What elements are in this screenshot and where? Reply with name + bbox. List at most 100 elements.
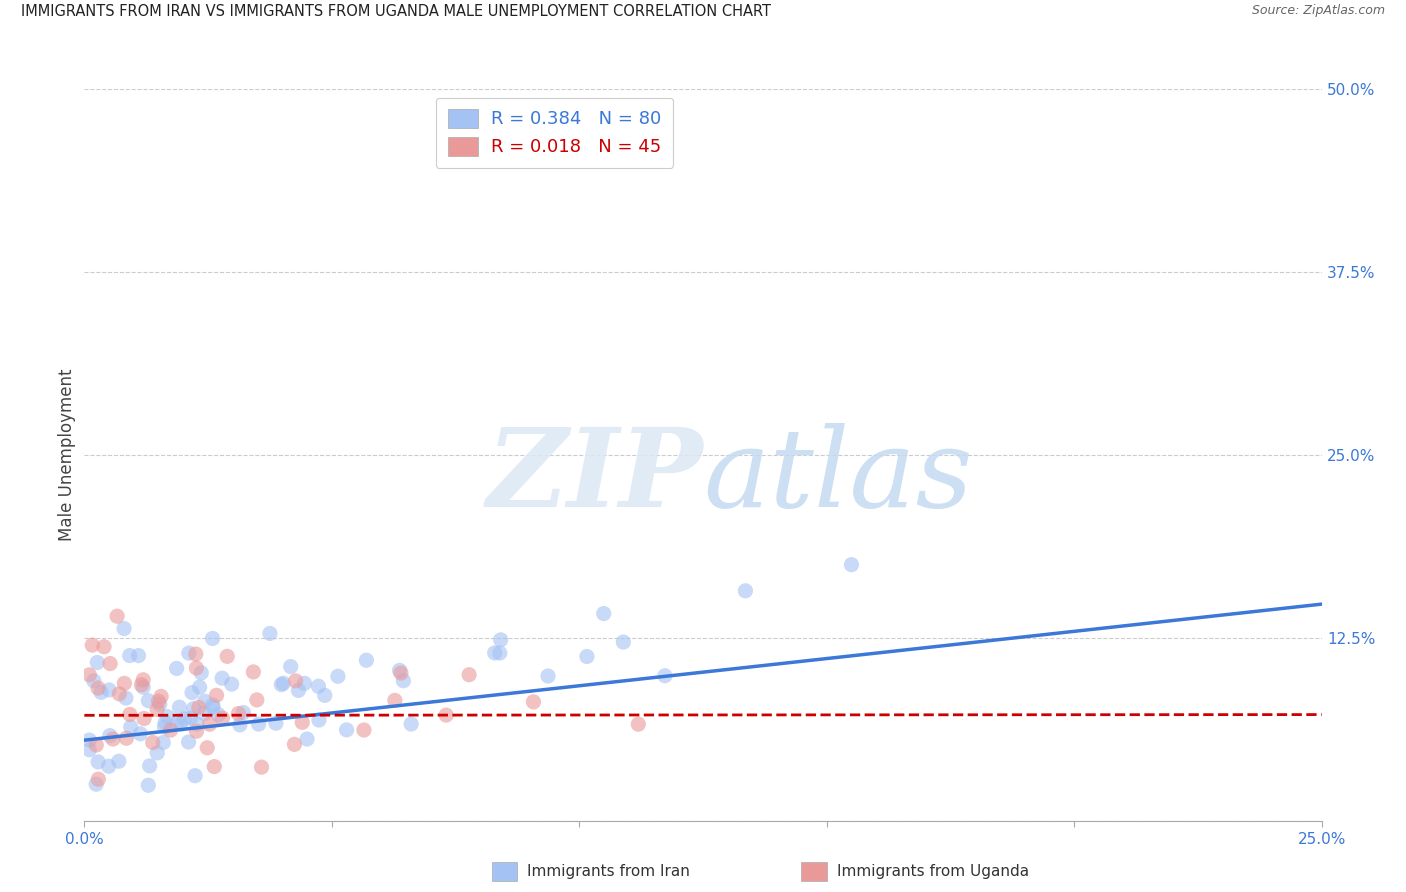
Point (98, 657, 121, 671)
Point (98, 729, 121, 743)
Point (207, 707, 229, 722)
Point (384, 693, 406, 707)
Point (295, 732, 318, 747)
Point (156, 709, 179, 723)
Point (592, 607, 614, 621)
Point (264, 716, 287, 731)
Point (101, 732, 124, 747)
Point (142, 735, 165, 749)
Point (79, 668, 101, 682)
Point (195, 740, 218, 755)
Point (86, 656, 108, 670)
Point (335, 723, 357, 737)
Point (136, 778, 159, 792)
Point (186, 724, 208, 739)
Point (87, 681, 110, 695)
Point (194, 694, 217, 708)
Text: Immigrants from Uganda: Immigrants from Uganda (837, 864, 1029, 879)
Point (115, 691, 138, 706)
Point (654, 669, 676, 683)
Y-axis label: Male Unemployment: Male Unemployment (58, 368, 76, 541)
Point (152, 735, 174, 749)
Point (82, 638, 104, 652)
Point (284, 673, 307, 688)
Point (291, 715, 314, 730)
Point (488, 646, 510, 660)
Point (159, 723, 181, 738)
Point (79, 733, 101, 747)
Point (148, 694, 170, 708)
Point (388, 663, 411, 677)
Point (259, 626, 281, 640)
Point (132, 712, 155, 726)
Point (205, 688, 228, 702)
Point (201, 698, 224, 712)
Point (128, 648, 150, 663)
Legend: R = 0.384   N = 80, R = 0.018   N = 45: R = 0.384 N = 80, R = 0.018 N = 45 (436, 97, 673, 168)
Point (177, 646, 200, 660)
Point (247, 717, 270, 731)
Point (129, 727, 152, 741)
Point (146, 746, 169, 760)
Point (132, 673, 155, 687)
Point (434, 708, 457, 723)
Point (120, 720, 142, 734)
Point (287, 683, 309, 698)
Point (308, 713, 330, 727)
Point (83, 673, 105, 688)
Point (181, 685, 204, 699)
Point (211, 671, 233, 685)
Point (575, 649, 598, 664)
Point (190, 665, 212, 680)
Point (314, 689, 336, 703)
Text: atlas: atlas (703, 423, 973, 531)
Point (146, 702, 169, 716)
Point (217, 649, 239, 664)
Point (188, 680, 211, 694)
Point (166, 716, 188, 731)
Point (97, 759, 120, 773)
Point (84, 777, 107, 791)
Point (458, 667, 481, 681)
Point (537, 669, 560, 683)
Point (183, 701, 205, 715)
Point (150, 690, 173, 704)
Point (307, 679, 329, 693)
Point (270, 677, 292, 691)
Point (187, 700, 209, 714)
Point (202, 700, 225, 714)
Point (326, 669, 349, 683)
Point (173, 712, 195, 726)
Point (484, 646, 506, 660)
Point (294, 676, 316, 690)
Point (399, 717, 422, 731)
Text: ZIP: ZIP (486, 423, 703, 531)
Text: Immigrants from Iran: Immigrants from Iran (527, 864, 690, 879)
Point (169, 700, 191, 714)
Point (353, 723, 375, 737)
Point (118, 707, 141, 722)
Point (118, 648, 141, 663)
Point (392, 673, 415, 688)
Point (201, 632, 224, 646)
Point (242, 665, 264, 679)
Point (186, 717, 208, 731)
Point (184, 769, 207, 783)
Point (153, 715, 176, 730)
Point (283, 738, 305, 752)
Point (734, 583, 756, 598)
Point (198, 717, 221, 731)
Point (112, 622, 135, 636)
Point (112, 676, 135, 690)
Point (108, 754, 131, 768)
Point (229, 718, 252, 732)
Point (132, 680, 155, 694)
Point (108, 687, 131, 701)
Point (79, 743, 101, 757)
Point (389, 666, 412, 681)
Point (202, 759, 225, 773)
Point (356, 653, 378, 667)
Point (246, 693, 269, 707)
Point (93, 640, 115, 654)
Point (273, 676, 295, 690)
